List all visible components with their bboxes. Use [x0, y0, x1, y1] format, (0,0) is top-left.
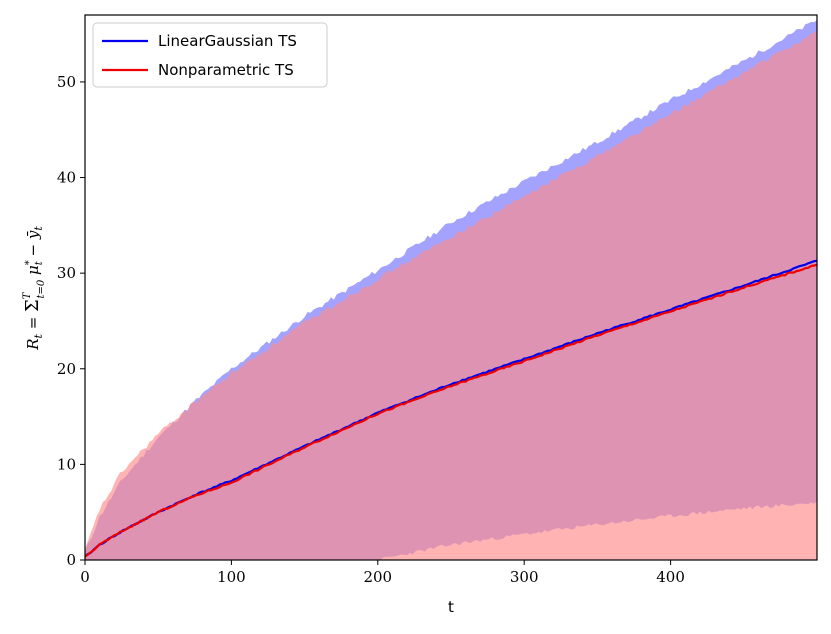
- band-1: [85, 32, 817, 560]
- y-axis: 0 10 20 30 40 50: [57, 73, 85, 569]
- x-axis: 0 100 200 300 400: [80, 560, 685, 586]
- x-tick-label: 400: [656, 568, 685, 586]
- legend-entry: Nonparametric TS: [158, 61, 294, 79]
- y-axis-label: Rt = ΣT t=0 μ*t − ȳt: [22, 226, 47, 351]
- mean-lines: [85, 259, 817, 558]
- y-tick-label: 40: [57, 169, 76, 187]
- legend-box: [92, 22, 328, 88]
- mean-line-1: [85, 263, 817, 558]
- y-tick-label: 20: [57, 360, 76, 378]
- confidence-bands: [85, 20, 817, 560]
- x-tick-label: 0: [80, 568, 90, 586]
- svg-text:Rt = ΣTt=0 μ*t − ȳt: Rt = ΣT t=0 μ*t − ȳt: [22, 226, 47, 351]
- plot-frame: [84, 14, 818, 561]
- y-tick-label: 0: [66, 551, 76, 569]
- legend: LinearGaussian TS Nonparametric TS: [92, 22, 328, 88]
- x-tick-label: 100: [217, 568, 246, 586]
- x-tick-label: 200: [363, 568, 392, 586]
- y-tick-label: 10: [57, 455, 76, 473]
- x-axis-label: t: [448, 598, 454, 616]
- y-tick-label: 50: [57, 73, 76, 91]
- x-tick-label: 300: [510, 568, 539, 586]
- y-tick-label: 30: [57, 264, 76, 282]
- legend-entry: LinearGaussian TS: [158, 32, 297, 50]
